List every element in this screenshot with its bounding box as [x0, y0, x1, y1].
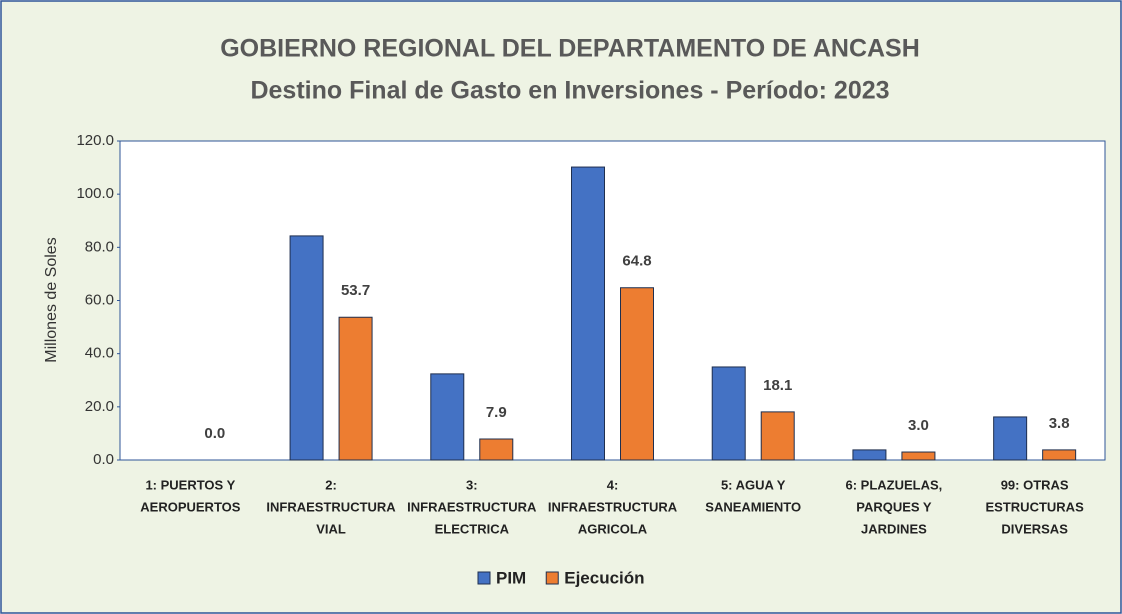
data-label: 18.1: [763, 377, 792, 394]
x-tick-label: INFRAESTRUCTURA: [266, 499, 396, 514]
bar: [1042, 449, 1077, 461]
bar: [852, 449, 887, 461]
y-tick-label: 100.0: [76, 185, 114, 202]
bar: [993, 416, 1028, 461]
y-tick-label: 40.0: [85, 345, 114, 362]
x-tick-label: VIAL: [316, 521, 346, 536]
x-tick-label: 1: PUERTOS Y: [145, 477, 235, 492]
bar: [289, 235, 324, 461]
legend-label: Ejecución: [564, 568, 644, 587]
y-tick-label: 60.0: [85, 291, 114, 308]
data-label: 3.0: [908, 417, 929, 434]
x-tick-label: 6: PLAZUELAS,: [846, 477, 943, 492]
bar: [620, 287, 654, 461]
x-tick-label: ESTRUCTURAS: [986, 499, 1085, 514]
x-tick-label: INFRAESTRUCTURA: [548, 499, 678, 514]
bar: [338, 316, 373, 461]
data-label: 7.9: [486, 404, 507, 421]
chart-title: GOBIERNO REGIONAL DEL DEPARTAMENTO DE AN…: [220, 35, 920, 63]
bar: [901, 451, 936, 461]
x-tick-label: 4:: [607, 477, 619, 492]
y-tick-label: 0.0: [93, 451, 114, 468]
data-label: 3.8: [1049, 415, 1070, 432]
bar: [430, 373, 465, 461]
x-tick-label: AEROPUERTOS: [140, 499, 240, 514]
x-tick-label: 2:: [325, 477, 337, 492]
bar: [711, 366, 746, 461]
plot-area: [119, 140, 1106, 461]
bar: [571, 166, 605, 461]
x-tick-label: JARDINES: [861, 521, 927, 536]
x-tick-label: DIVERSAS: [1001, 521, 1068, 536]
data-label: 53.7: [341, 282, 370, 299]
y-tick-label: 80.0: [85, 238, 114, 255]
x-tick-label: 99: OTRAS: [1001, 477, 1069, 492]
legend-label: PIM: [496, 568, 526, 587]
legend-swatch: [477, 571, 491, 585]
data-label: 64.8: [622, 253, 651, 270]
y-tick-label: 120.0: [76, 132, 114, 149]
x-tick-label: SANEAMIENTO: [705, 499, 801, 514]
chart-subtitle: Destino Final de Gasto en Inversiones - …: [250, 77, 889, 105]
legend-swatch: [545, 571, 559, 585]
x-tick-label: ELECTRICA: [435, 521, 510, 536]
x-tick-label: 3:: [466, 477, 478, 492]
x-tick-label: AGRICOLA: [578, 521, 648, 536]
x-tick-label: 5: AGUA Y: [721, 477, 786, 492]
y-axis-label: Millones de Soles: [43, 237, 60, 362]
bar: [479, 438, 514, 461]
x-tick-label: PARQUES Y: [856, 499, 932, 514]
y-tick-label: 20.0: [85, 398, 114, 415]
bar: [760, 411, 795, 461]
x-tick-label: INFRAESTRUCTURA: [407, 499, 537, 514]
data-label: 0.0: [204, 425, 225, 442]
